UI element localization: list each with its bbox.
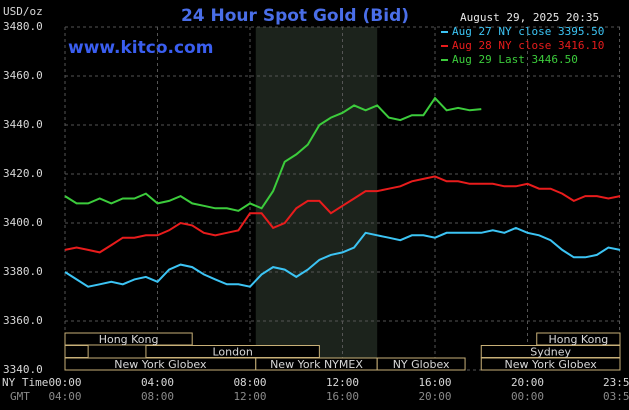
x2-tick-label: 00:00 bbox=[511, 390, 544, 403]
session-label: NY Globex bbox=[393, 358, 450, 371]
x2-tick-label: 12:00 bbox=[233, 390, 266, 403]
x-tick-label: 23:59 bbox=[603, 376, 629, 389]
x2-axis-label: GMT bbox=[10, 390, 30, 403]
session-label: Hong Kong bbox=[548, 333, 608, 346]
y-tick-label: 3340.0 bbox=[3, 363, 43, 376]
x-tick-label: 00:00 bbox=[48, 376, 81, 389]
y-tick-label: 3420.0 bbox=[3, 167, 43, 180]
session-label: New York NYMEX bbox=[270, 358, 363, 371]
session-label: London bbox=[212, 346, 252, 359]
session-bar bbox=[64, 345, 89, 358]
shaded-span bbox=[255, 27, 378, 370]
x2-tick-label: 16:00 bbox=[326, 390, 359, 403]
x-tick-label: 04:00 bbox=[141, 376, 174, 389]
session-label: New York Globex bbox=[505, 358, 598, 371]
session-bar bbox=[376, 357, 466, 371]
x-tick-label: 20:00 bbox=[511, 376, 544, 389]
x-tick-label: 08:00 bbox=[233, 376, 266, 389]
y-tick-label: 3380.0 bbox=[3, 265, 43, 278]
y-tick-label: 3440.0 bbox=[3, 118, 43, 131]
series-line bbox=[64, 175, 621, 254]
session-bar bbox=[64, 332, 193, 346]
legend-label: Aug 27 NY close 3395.50 bbox=[452, 25, 604, 38]
session-label: Sydney bbox=[530, 346, 571, 359]
x2-tick-label: 08:00 bbox=[141, 390, 174, 403]
y-axis-label: USD/oz bbox=[3, 5, 43, 18]
chart-date: August 29, 2025 20:35 bbox=[460, 11, 599, 24]
legend-label: Aug 29 Last 3446.50 bbox=[452, 53, 578, 66]
chart-title: 24 Hour Spot Gold (Bid) bbox=[181, 6, 409, 26]
series-line bbox=[64, 96, 482, 212]
y-tick-label: 3360.0 bbox=[3, 314, 43, 327]
session-label: Hong Kong bbox=[99, 333, 159, 346]
y-tick-label: 3460.0 bbox=[3, 69, 43, 82]
x-tick-label: 16:00 bbox=[418, 376, 451, 389]
x2-tick-label: 03:59 bbox=[603, 390, 629, 403]
series-line bbox=[64, 226, 621, 288]
x-axis-label: NY Time bbox=[2, 376, 48, 389]
y-tick-label: 3480.0 bbox=[3, 20, 43, 33]
legend-label: Aug 28 NY close 3416.10 bbox=[452, 39, 604, 52]
session-bar bbox=[480, 357, 621, 371]
x2-tick-label: 04:00 bbox=[48, 390, 81, 403]
watermark: www.kitco.com bbox=[68, 38, 213, 58]
x2-tick-label: 20:00 bbox=[418, 390, 451, 403]
session-label: New York Globex bbox=[114, 358, 207, 371]
y-tick-label: 3400.0 bbox=[3, 216, 43, 229]
x-tick-label: 12:00 bbox=[326, 376, 359, 389]
